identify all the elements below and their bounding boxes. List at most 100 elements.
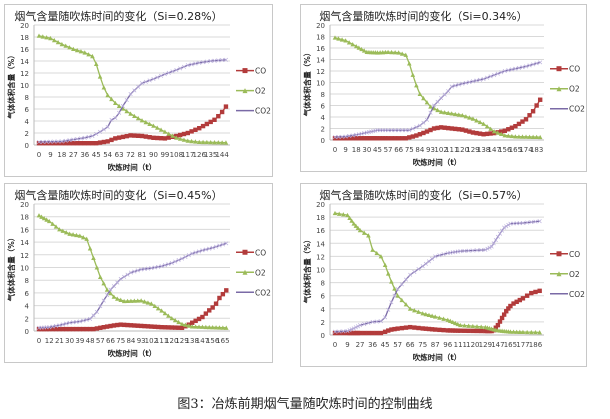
co2-marker <box>341 329 346 334</box>
o2-marker <box>359 46 364 52</box>
o2-marker <box>470 116 476 121</box>
co2-marker <box>495 234 500 239</box>
o2-marker <box>416 309 421 314</box>
co-marker <box>497 319 503 324</box>
o2-marker <box>392 286 397 291</box>
x-tick-label: 57 <box>96 337 105 345</box>
o2-marker <box>450 319 456 325</box>
co-marker <box>400 136 405 141</box>
o2-marker <box>452 320 458 326</box>
o2-marker <box>36 33 42 38</box>
o2-marker <box>80 235 86 240</box>
co-marker <box>200 123 206 129</box>
x-tick-label: 144 <box>215 151 229 159</box>
co-marker <box>529 290 534 296</box>
co2-marker <box>210 245 215 250</box>
co2-marker <box>337 329 342 334</box>
co-marker <box>82 141 87 146</box>
legend-label-co: CO <box>255 248 266 257</box>
co-marker <box>94 326 100 331</box>
series-co <box>332 97 543 141</box>
co2-marker <box>435 99 440 104</box>
o2-marker <box>212 140 217 145</box>
y-tick-label: 16 <box>20 226 29 234</box>
co2-marker <box>139 267 144 272</box>
co2-marker <box>353 325 358 330</box>
co2-marker <box>520 65 525 70</box>
o2-marker <box>90 53 95 59</box>
co-marker <box>124 133 129 139</box>
co2-marker <box>71 137 76 142</box>
co2-marker <box>529 220 534 225</box>
o2-marker <box>347 215 352 220</box>
x-tick-label: 129 <box>466 146 479 154</box>
y-tick-label: 16 <box>20 46 29 54</box>
o2-marker <box>506 133 511 138</box>
co-marker <box>86 141 91 146</box>
co2-marker <box>59 139 64 144</box>
co-marker <box>484 131 490 137</box>
x-tick-label: 156 <box>206 337 220 345</box>
y-tick-label: 0 <box>25 328 29 336</box>
o2-marker <box>166 131 172 136</box>
o2-marker <box>403 302 409 307</box>
x-tick-label: 99 <box>160 151 169 159</box>
co-marker <box>428 127 433 133</box>
co2-marker <box>386 307 391 312</box>
y-tick-label: 8 <box>25 277 29 285</box>
co-marker <box>132 323 137 328</box>
o2-marker <box>351 221 357 226</box>
o2-marker <box>407 306 413 311</box>
x-tick-label: 57 <box>384 146 393 154</box>
x-tick-label: 0 <box>37 151 41 159</box>
co-marker <box>357 330 363 336</box>
co2-marker <box>416 267 421 272</box>
co2-marker <box>204 59 209 64</box>
o2-marker <box>385 271 391 276</box>
co-marker <box>386 328 391 333</box>
chart-si-057: 烟气含量随吹炼时间的变化（Si=0.57%） 0 2 4 6 8 10 12 14 16 18 20… <box>300 183 587 367</box>
co2-marker <box>143 79 148 84</box>
co2-marker <box>506 68 511 73</box>
o2-marker <box>350 42 355 47</box>
co2-marker <box>483 247 488 252</box>
co2-marker <box>508 221 513 226</box>
co-marker <box>403 136 408 141</box>
o2-marker <box>71 46 76 51</box>
co2-marker <box>207 246 212 251</box>
o2-marker <box>516 134 522 139</box>
y-tick-label: 18 <box>20 34 29 42</box>
x-tick-label: 36 <box>368 341 377 349</box>
co-marker <box>193 127 198 132</box>
o2-marker <box>151 123 156 128</box>
co2-marker <box>169 261 174 266</box>
o2-marker <box>392 50 398 55</box>
legend-marker-co <box>556 66 562 72</box>
x-tick-label: 66 <box>394 146 403 154</box>
o2-marker <box>149 301 154 306</box>
co-marker <box>537 97 543 102</box>
o2-marker <box>60 228 66 233</box>
x-tick-label: 45 <box>381 341 390 349</box>
co-marker <box>47 326 52 332</box>
co2-marker <box>217 243 222 248</box>
co2-marker <box>479 248 484 253</box>
y-tick-label: 12 <box>20 70 29 78</box>
co2-marker <box>132 269 137 274</box>
o2-marker <box>442 110 447 115</box>
co-marker <box>135 133 141 138</box>
legend-label-o2: O2 <box>255 268 266 277</box>
co2-marker <box>417 123 422 128</box>
co2-marker <box>516 65 521 70</box>
o2-marker <box>441 316 446 321</box>
x-tick-label: 138 <box>186 337 199 345</box>
co-marker <box>55 141 61 146</box>
co-marker <box>359 136 364 141</box>
o2-marker <box>152 303 158 309</box>
y-tick-label: 18 <box>316 214 325 222</box>
o2-marker <box>94 265 100 270</box>
co-marker <box>435 125 440 131</box>
co-marker <box>132 133 137 138</box>
co-marker <box>385 136 391 141</box>
